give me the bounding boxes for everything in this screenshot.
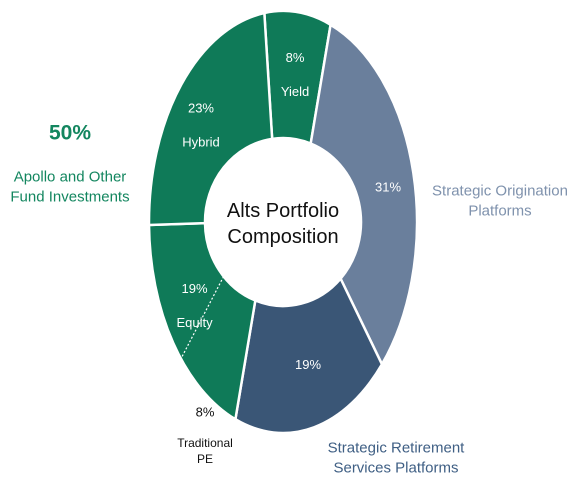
value-label: 19% (182, 281, 208, 296)
donut-segment (309, 22, 419, 367)
value-label: 23% (188, 100, 214, 115)
donut-segment (147, 11, 274, 227)
value-label: 31% (375, 179, 401, 194)
category-label: Equity (176, 315, 213, 330)
center-label: Alts Portfolio Composition (226, 200, 340, 248)
category-label: Hybrid (182, 134, 220, 149)
category-label: Strategic Origination Platforms (432, 182, 568, 220)
value-label: 8% (286, 50, 305, 65)
sub-category-label: Traditional PE (177, 435, 233, 466)
group-label: Apollo and Other Fund Investments (10, 168, 130, 206)
donut-segment (147, 221, 257, 422)
value-label: 19% (295, 357, 321, 372)
sub-value-label: 8% (196, 404, 215, 419)
category-label: Yield (281, 84, 309, 99)
group-value-label: 50% (48, 121, 92, 145)
donut-segment (234, 276, 384, 435)
category-label: Strategic Retirement Services Platforms (327, 439, 465, 477)
sub-segment-divider (180, 276, 225, 360)
